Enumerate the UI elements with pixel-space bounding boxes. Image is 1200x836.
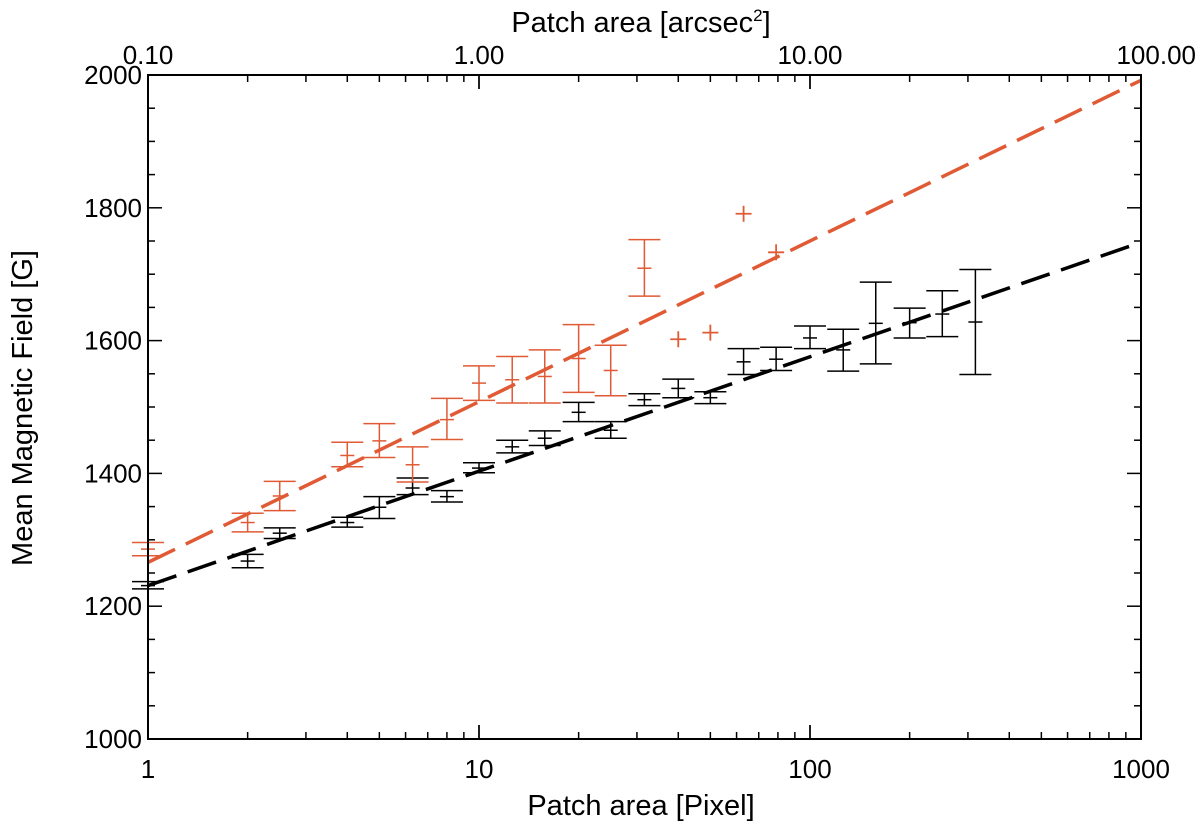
plot-frame [147, 74, 1142, 740]
orange-data-point [263, 480, 296, 512]
x2-tick-label: 1.00 [454, 40, 505, 70]
y-tick-label: 1600 [84, 326, 142, 356]
orange-data-point [628, 238, 661, 297]
orange-data-point [702, 324, 719, 341]
orange-data-point [768, 244, 785, 261]
y-axis-title: Mean Magnetic Field [G] [7, 250, 39, 566]
black-data-point [331, 516, 364, 528]
black-data-point [893, 307, 926, 339]
y-tick-label: 2000 [84, 60, 142, 90]
black-data-point [628, 392, 661, 407]
x2-axis-title-suffix: ] [763, 7, 771, 39]
orange-data-point [735, 205, 752, 222]
orange-data-point [430, 397, 463, 441]
axis-ticks [147, 74, 1142, 740]
plot-area [132, 78, 1142, 590]
x-tick-label: 1 [141, 754, 155, 784]
x-axis-title: Patch area [Pixel] [527, 790, 754, 822]
black-fit-line [147, 240, 1142, 588]
orange-fit-line [147, 78, 1142, 564]
orange-data-point [670, 331, 687, 348]
black-data-point [959, 268, 992, 376]
y-tick-label: 1400 [84, 458, 142, 488]
x-tick-label: 10 [465, 754, 494, 784]
black-data-point [496, 439, 529, 454]
y-tick-label: 1800 [84, 193, 142, 223]
black-data-point [363, 495, 396, 520]
tick-labels: 10001200140016001800200011010010000.010.… [84, 40, 1196, 784]
black-data-point [562, 401, 595, 423]
orange-data-point [594, 344, 627, 397]
black-data-point [727, 347, 760, 376]
y-tick-label: 1200 [84, 591, 142, 621]
orange-data-point [528, 349, 561, 404]
x2-axis-title: Patch area [arcsec2] [511, 6, 770, 39]
black-data-point [926, 290, 959, 338]
x2-tick-label: 0.10 [123, 40, 174, 70]
black-data-point [594, 420, 627, 439]
black-data-point [528, 430, 561, 447]
black-data-point [430, 489, 463, 503]
x-tick-label: 1000 [1112, 754, 1170, 784]
orange-data-point [363, 422, 396, 459]
black-data-point [694, 390, 727, 405]
black-data-point [231, 553, 264, 569]
black-data-point [859, 281, 892, 365]
x2-tick-label: 10.00 [777, 40, 842, 70]
black-data-point [827, 328, 860, 372]
black-data-point [263, 527, 296, 540]
orange-data-point [463, 365, 495, 402]
y-tick-label: 1000 [84, 724, 142, 754]
x2-tick-label: 100.00 [1116, 40, 1196, 70]
orange-data-point [496, 355, 529, 404]
x2-axis-title-prefix: Patch area [arcsec [511, 7, 753, 39]
orange-data-point [231, 512, 264, 533]
orange-data-point [396, 446, 429, 483]
black-data-point [794, 325, 826, 350]
black-data-point [463, 462, 495, 474]
black-data-point [662, 378, 695, 399]
black-data-point [760, 346, 793, 372]
orange-data-point [562, 323, 595, 394]
x2-axis-title-superscript: 2 [753, 6, 762, 25]
x-tick-label: 100 [788, 754, 831, 784]
orange-data-point [331, 441, 364, 468]
